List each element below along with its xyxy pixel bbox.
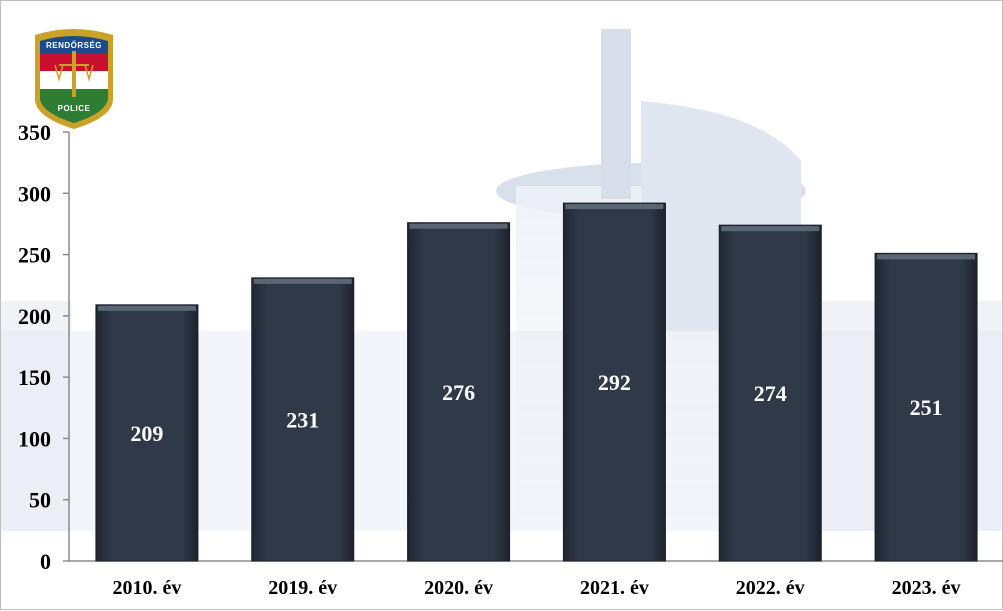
data-label: 251 — [910, 395, 943, 420]
logo-bottom-text: POLICE — [58, 104, 91, 113]
bar — [718, 224, 822, 562]
y-tick-label: 350 — [18, 120, 51, 145]
data-label: 231 — [286, 407, 319, 432]
x-category-label: 2021. év — [580, 577, 649, 599]
x-category-label: 2020. év — [424, 577, 493, 599]
bar-top-highlight — [253, 278, 352, 284]
bars-group: 209 231 276 292 274 251 — [95, 202, 978, 562]
data-label: 274 — [754, 381, 787, 406]
data-label: 276 — [442, 380, 475, 405]
data-label: 292 — [598, 370, 631, 395]
police-badge-logo: RENDŐRSÉG POLICE — [35, 29, 113, 129]
bar — [562, 202, 666, 562]
x-category-label: 2022. év — [736, 577, 805, 599]
bar-top-highlight — [97, 305, 196, 311]
y-axis-ticks: 0 50 100 150 200 250 300 350 — [18, 120, 69, 574]
bar — [874, 252, 978, 562]
bar-top-highlight — [877, 254, 976, 260]
logo-top-text: RENDŐRSÉG — [46, 41, 102, 50]
bar — [251, 277, 355, 562]
bar-top-highlight — [721, 226, 820, 232]
y-tick-label: 250 — [18, 243, 51, 268]
y-tick-label: 150 — [18, 365, 51, 390]
y-tick-label: 0 — [40, 549, 51, 574]
y-tick-label: 200 — [18, 304, 51, 329]
bar-top-highlight — [565, 204, 664, 210]
x-category-label: 2019. év — [268, 577, 337, 599]
y-tick-label: 50 — [29, 488, 51, 513]
y-tick-label: 300 — [18, 181, 51, 206]
x-axis-labels: 2010. év 2019. év 2020. év 2021. év 2022. év… — [112, 577, 960, 599]
bar — [407, 222, 511, 562]
y-tick-label: 100 — [18, 426, 51, 451]
bar-top-highlight — [409, 223, 508, 229]
x-category-label: 2023. év — [892, 577, 961, 599]
data-label: 209 — [130, 421, 163, 446]
bar — [95, 304, 199, 562]
x-category-label: 2010. év — [112, 577, 181, 599]
